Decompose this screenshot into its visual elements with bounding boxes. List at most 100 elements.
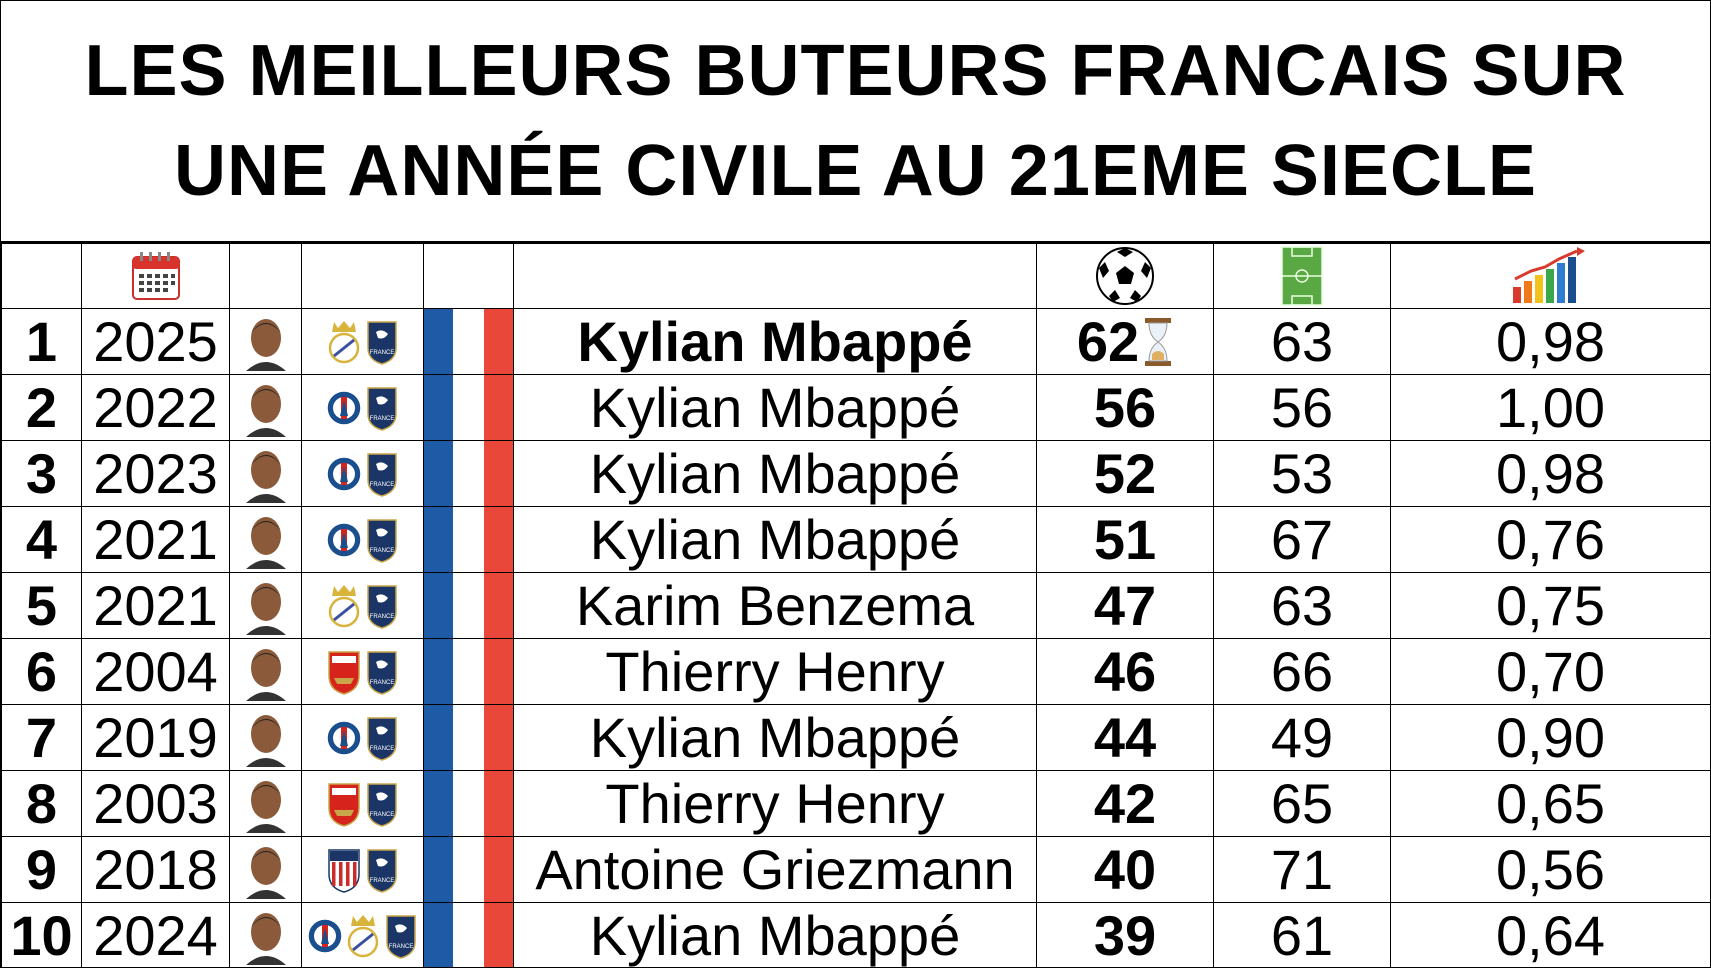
goals-cell: 40 bbox=[1036, 836, 1214, 903]
svg-text:FRANCE: FRANCE bbox=[369, 350, 394, 356]
year-cell: 2022 bbox=[81, 374, 230, 441]
rank-cell: 4 bbox=[1, 506, 82, 573]
goals-value: 56 bbox=[1093, 376, 1157, 439]
flag-cell bbox=[423, 374, 514, 441]
matches-cell: 53 bbox=[1213, 440, 1391, 507]
title-line-2: UNE ANNÉE CIVILE AU 21EME SIECLE bbox=[174, 131, 1537, 211]
header-rank bbox=[1, 243, 82, 309]
psg-crest-icon bbox=[325, 719, 362, 756]
player-photo-icon bbox=[245, 912, 286, 965]
goals-value: 42 bbox=[1093, 772, 1157, 835]
svg-text:FRANCE: FRANCE bbox=[388, 944, 413, 950]
goals-cell: 46 bbox=[1036, 638, 1214, 705]
header-flag bbox=[423, 243, 514, 309]
growth-chart-icon bbox=[1512, 247, 1585, 303]
flag-blue-stripe bbox=[424, 375, 454, 440]
player-name-cell: Kylian Mbappé bbox=[513, 902, 1037, 967]
photo-cell bbox=[229, 440, 302, 507]
flag-red-stripe bbox=[483, 705, 513, 770]
header-goals bbox=[1036, 243, 1214, 309]
player-photo-icon bbox=[245, 648, 286, 701]
real-madrid-crest-icon bbox=[328, 320, 359, 363]
flag-cell bbox=[423, 506, 514, 573]
psg-crest-icon bbox=[325, 389, 362, 426]
rank-cell: 10 bbox=[1, 902, 82, 967]
matches-cell: 63 bbox=[1213, 572, 1391, 639]
player-name-cell: Kylian Mbappé bbox=[513, 308, 1037, 375]
table-row: 8 2003 FRANCE Thierry Henry 42 65 0,65 bbox=[1, 770, 1710, 837]
flag-red-stripe bbox=[483, 573, 513, 638]
flag-red-stripe bbox=[483, 837, 513, 902]
title-banner: LES MEILLEURS BUTEURS FRANCAIS SUR UNE A… bbox=[1, 1, 1710, 243]
photo-cell bbox=[229, 704, 302, 771]
year-cell: 2003 bbox=[81, 770, 230, 837]
fff-crest-icon: FRANCE bbox=[366, 320, 397, 365]
fff-crest-icon: FRANCE bbox=[366, 650, 397, 695]
clubs-cell: FRANCE bbox=[301, 638, 424, 705]
real-madrid-crest-icon bbox=[347, 914, 378, 957]
goals-value: 62 bbox=[1076, 310, 1140, 373]
svg-text:FRANCE: FRANCE bbox=[369, 878, 394, 884]
clubs-cell: FRANCE bbox=[301, 308, 424, 375]
fff-crest-icon: FRANCE bbox=[366, 716, 397, 761]
year-cell: 2024 bbox=[81, 902, 230, 967]
player-name-cell: Antoine Griezmann bbox=[513, 836, 1037, 903]
svg-text:FRANCE: FRANCE bbox=[369, 416, 394, 422]
goals-cell: 47 bbox=[1036, 572, 1214, 639]
ratio-cell: 0,76 bbox=[1390, 506, 1710, 573]
flag-cell bbox=[423, 638, 514, 705]
football-pitch-icon bbox=[1281, 246, 1323, 306]
fff-crest-icon: FRANCE bbox=[385, 914, 416, 959]
goals-cell: 62 bbox=[1036, 308, 1214, 375]
player-name-cell: Karim Benzema bbox=[513, 572, 1037, 639]
photo-cell bbox=[229, 506, 302, 573]
fff-crest-icon: FRANCE bbox=[366, 848, 397, 893]
rank-cell: 1 bbox=[1, 308, 82, 375]
table-row: 5 2021 FRANCE Karim Benzema 47 63 0,75 bbox=[1, 572, 1710, 639]
player-name-cell: Kylian Mbappé bbox=[513, 374, 1037, 441]
clubs-cell: FRANCE bbox=[301, 902, 424, 967]
goals-cell: 51 bbox=[1036, 506, 1214, 573]
flag-red-stripe bbox=[483, 309, 513, 374]
player-name-cell: Kylian Mbappé bbox=[513, 704, 1037, 771]
flag-red-stripe bbox=[483, 507, 513, 572]
svg-text:FRANCE: FRANCE bbox=[369, 812, 394, 818]
ratio-cell: 0,70 bbox=[1390, 638, 1710, 705]
rank-cell: 3 bbox=[1, 440, 82, 507]
flag-cell bbox=[423, 572, 514, 639]
matches-cell: 56 bbox=[1213, 374, 1391, 441]
player-photo-icon bbox=[245, 450, 286, 503]
ratio-cell: 0,75 bbox=[1390, 572, 1710, 639]
flag-cell bbox=[423, 440, 514, 507]
fff-crest-icon: FRANCE bbox=[366, 518, 397, 563]
goals-value: 40 bbox=[1093, 838, 1157, 901]
matches-cell: 49 bbox=[1213, 704, 1391, 771]
arsenal-crest-icon bbox=[327, 782, 360, 827]
flag-cell bbox=[423, 770, 514, 837]
flag-blue-stripe bbox=[424, 309, 454, 374]
matches-cell: 63 bbox=[1213, 308, 1391, 375]
psg-crest-icon bbox=[325, 455, 362, 492]
goals-value: 46 bbox=[1093, 640, 1157, 703]
flag-cell bbox=[423, 704, 514, 771]
clubs-cell: FRANCE bbox=[301, 836, 424, 903]
goals-cell: 42 bbox=[1036, 770, 1214, 837]
real-madrid-crest-icon bbox=[328, 584, 359, 627]
svg-text:FRANCE: FRANCE bbox=[369, 482, 394, 488]
goals-value: 52 bbox=[1093, 442, 1157, 505]
matches-cell: 65 bbox=[1213, 770, 1391, 837]
flag-blue-stripe bbox=[424, 573, 454, 638]
svg-text:FRANCE: FRANCE bbox=[369, 548, 394, 554]
svg-text:FRANCE: FRANCE bbox=[369, 746, 394, 752]
header-matches bbox=[1213, 243, 1391, 309]
player-photo-icon bbox=[245, 780, 286, 833]
year-cell: 2019 bbox=[81, 704, 230, 771]
ratio-cell: 0,65 bbox=[1390, 770, 1710, 837]
table-row: 1 2025 FRANCE Kylian Mbappé 62 63 0,98 bbox=[1, 308, 1710, 375]
player-name-cell: Kylian Mbappé bbox=[513, 440, 1037, 507]
fff-crest-icon: FRANCE bbox=[366, 782, 397, 827]
clubs-cell: FRANCE bbox=[301, 770, 424, 837]
header-ratio bbox=[1390, 243, 1710, 309]
matches-cell: 67 bbox=[1213, 506, 1391, 573]
calendar-icon bbox=[131, 252, 180, 300]
